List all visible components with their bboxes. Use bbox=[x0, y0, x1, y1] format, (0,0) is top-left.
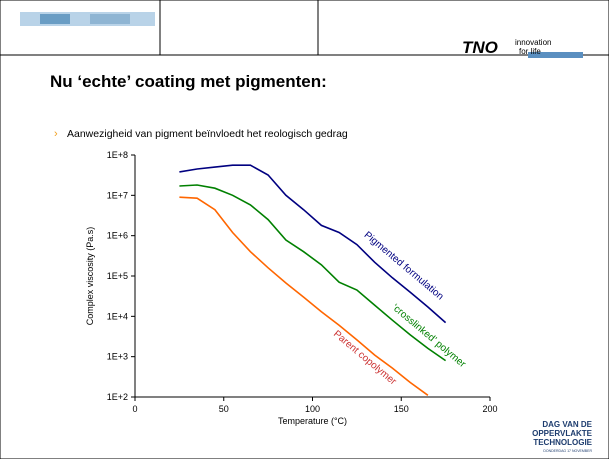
slide-title: Nu ‘echte’ coating met pigmenten: bbox=[50, 72, 327, 91]
logo-tagline: for life bbox=[519, 47, 541, 56]
y-tick-label: 1E+2 bbox=[107, 392, 128, 402]
logo-brand: TNO bbox=[462, 38, 498, 57]
x-tick-label: 0 bbox=[132, 404, 137, 414]
bullet-marker: › bbox=[54, 128, 58, 140]
header-accent bbox=[528, 52, 583, 58]
x-axis-title: Temperature (°C) bbox=[278, 416, 347, 426]
header-image-detail bbox=[40, 14, 70, 24]
logo-tagline: innovation bbox=[515, 38, 551, 47]
event-date: DONDERDAG 17 NOVEMBER bbox=[543, 449, 592, 453]
event-logo: OPPERVLAKTE bbox=[532, 429, 593, 438]
series-line bbox=[179, 184, 447, 362]
event-logo: DAG VAN DE bbox=[542, 420, 592, 429]
x-tick-label: 100 bbox=[305, 404, 320, 414]
bullet-text: Aanwezigheid van pigment beïnvloedt het … bbox=[67, 128, 348, 140]
y-tick-label: 1E+7 bbox=[107, 190, 128, 200]
y-tick-label: 1E+6 bbox=[107, 231, 128, 241]
x-tick-label: 150 bbox=[394, 404, 409, 414]
x-tick-label: 200 bbox=[482, 404, 497, 414]
event-logo: TECHNOLOGIE bbox=[533, 438, 592, 447]
y-tick-label: 1E+4 bbox=[107, 311, 128, 321]
header-image-detail bbox=[90, 14, 130, 24]
y-tick-label: 1E+8 bbox=[107, 150, 128, 160]
series-line bbox=[179, 164, 447, 324]
series-line bbox=[179, 196, 429, 396]
y-tick-label: 1E+5 bbox=[107, 271, 128, 281]
y-axis-title: Complex viscosity (Pa.s) bbox=[85, 227, 95, 326]
y-tick-label: 1E+3 bbox=[107, 352, 128, 362]
x-tick-label: 50 bbox=[219, 404, 229, 414]
